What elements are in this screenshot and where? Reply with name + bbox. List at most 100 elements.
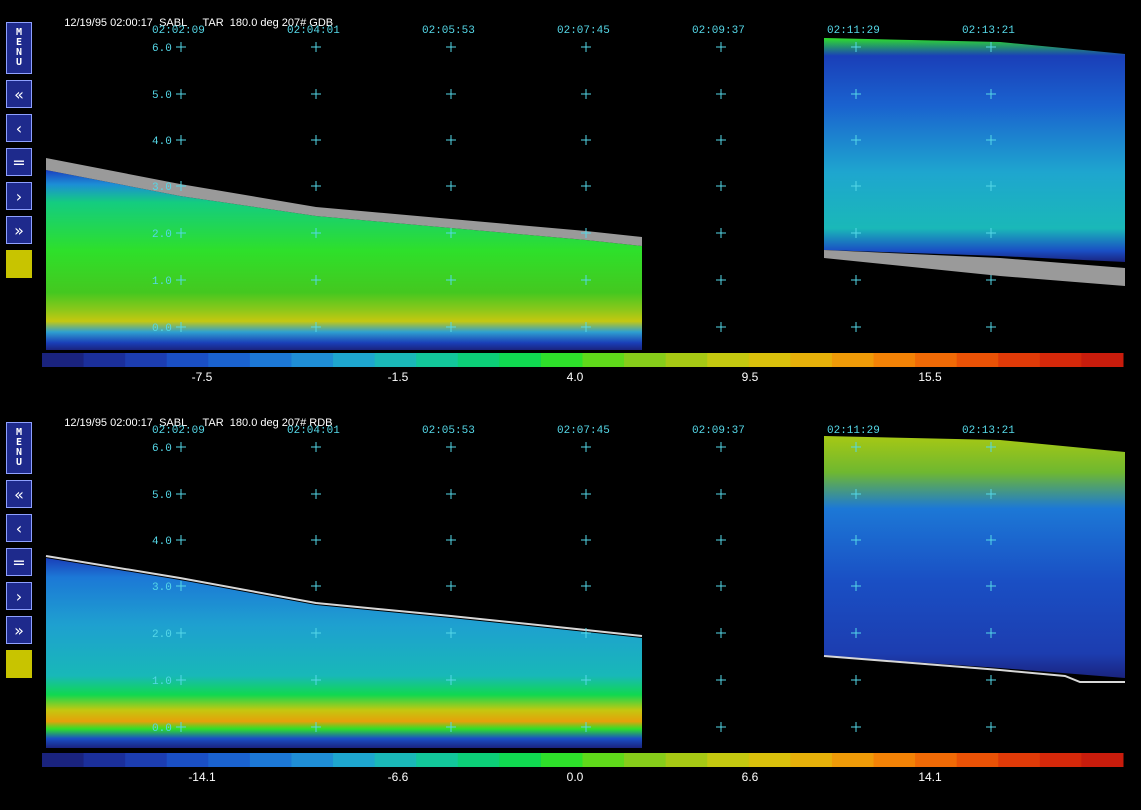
grid-cross (716, 489, 726, 499)
colorbar-swatch (291, 753, 334, 767)
grid-cross (311, 535, 321, 545)
grid-cross (716, 42, 726, 52)
grid-cross (716, 181, 726, 191)
colorbar-label: 6.6 (742, 770, 759, 784)
grid-cross (986, 135, 996, 145)
time-label: 02:04:01 (287, 25, 340, 37)
next-button[interactable]: › (6, 582, 32, 610)
colorbar-swatch (748, 353, 791, 367)
lidar-plot: 02:02:09 02:04:01 02:05:53 02:07:45 02:09:37… (42, 25, 1125, 384)
colorbar-swatch (208, 353, 251, 367)
colorbar-swatch (249, 753, 292, 767)
menu-letter: U (15, 457, 23, 468)
grid-cross (851, 275, 861, 285)
signal-edge-left (46, 158, 642, 246)
menu-letter: N (15, 447, 23, 458)
grid-cross (716, 442, 726, 452)
time-label: 02:02:09 (152, 25, 205, 37)
menu-letter: E (15, 37, 23, 48)
grid-cross (176, 581, 186, 591)
grid-cross (581, 535, 591, 545)
grid-cross (446, 42, 456, 52)
colorbar-swatch (374, 753, 417, 767)
grid-cross (581, 628, 591, 638)
height-label: 4.0 (152, 136, 172, 148)
grid-cross (986, 89, 996, 99)
grid-cross (176, 42, 186, 52)
colorbar-label: 15.5 (918, 370, 942, 384)
grid-cross (311, 228, 321, 238)
time-label: 02:05:53 (422, 425, 475, 437)
colorbar-swatch (790, 753, 833, 767)
color-swatch-button[interactable] (6, 650, 32, 678)
grid-cross (581, 322, 591, 332)
display-panel-top: 12/19/95 02:00:17 SABL TAR 180.0 deg 207… (0, 0, 1141, 400)
colorbar-swatch (208, 753, 251, 767)
grid-cross (311, 181, 321, 191)
colorbar-swatch (42, 753, 85, 767)
grid-cross (311, 675, 321, 685)
grid-cross (446, 442, 456, 452)
grid-cross (311, 135, 321, 145)
time-label: 02:07:45 (557, 425, 610, 437)
grid-cross (851, 581, 861, 591)
grid-cross (311, 42, 321, 52)
last-button[interactable]: » (6, 616, 32, 644)
colorbar-swatch (249, 353, 292, 367)
prev-button[interactable]: ‹ (6, 514, 32, 542)
prev-button[interactable]: ‹ (6, 114, 32, 142)
grid-cross (446, 89, 456, 99)
colorbar-swatch (1081, 753, 1124, 767)
first-button[interactable]: « (6, 80, 32, 108)
height-label: 1.0 (152, 676, 172, 688)
colorbar-swatch (166, 353, 209, 367)
grid-cross (176, 489, 186, 499)
first-button[interactable]: « (6, 480, 32, 508)
header-info: TAR 180.0 deg 207# RDB (202, 417, 333, 429)
last-button[interactable]: » (6, 216, 32, 244)
grid-cross (176, 135, 186, 145)
grid-cross (986, 42, 996, 52)
grid-cross (581, 722, 591, 732)
menu-letter: M (15, 27, 23, 38)
signal-edge-left (45, 555, 643, 637)
grid-cross (176, 442, 186, 452)
grid-cross (581, 275, 591, 285)
grid-cross (986, 228, 996, 238)
grid-cross (311, 489, 321, 499)
header-site: SABL (159, 17, 188, 29)
grid-cross (176, 275, 186, 285)
grid-cross (851, 228, 861, 238)
color-swatch-button[interactable] (6, 250, 32, 278)
grid-cross (851, 89, 861, 99)
grid-cross (311, 442, 321, 452)
grid-cross (176, 722, 186, 732)
display-panel-bottom: 12/19/95 02:00:17 SABL TAR 180.0 deg 207… (0, 400, 1141, 805)
grid-cross (176, 181, 186, 191)
height-label: 6.0 (152, 443, 172, 455)
height-label: 4.0 (152, 536, 172, 548)
grid-cross (986, 535, 996, 545)
colorbar-swatch (582, 353, 625, 367)
equal-button[interactable]: = (6, 148, 32, 176)
menu-letter: M (15, 427, 23, 438)
grid-cross (716, 322, 726, 332)
next-button[interactable]: › (6, 182, 32, 210)
grid-cross (446, 275, 456, 285)
equal-button[interactable]: = (6, 548, 32, 576)
grid-cross (986, 628, 996, 638)
time-label: 02:09:37 (692, 25, 745, 37)
colorbar-swatch (624, 753, 667, 767)
grid-cross (851, 628, 861, 638)
colorbar-swatch (333, 353, 376, 367)
grid-cross (581, 675, 591, 685)
menu-letter: U (15, 57, 23, 68)
grid-cross (851, 135, 861, 145)
colorbar-swatch (291, 353, 334, 367)
grid-cross (311, 628, 321, 638)
time-label: 02:11:29 (827, 25, 880, 37)
height-label: 1.0 (152, 276, 172, 288)
colorbar-swatch (915, 753, 958, 767)
